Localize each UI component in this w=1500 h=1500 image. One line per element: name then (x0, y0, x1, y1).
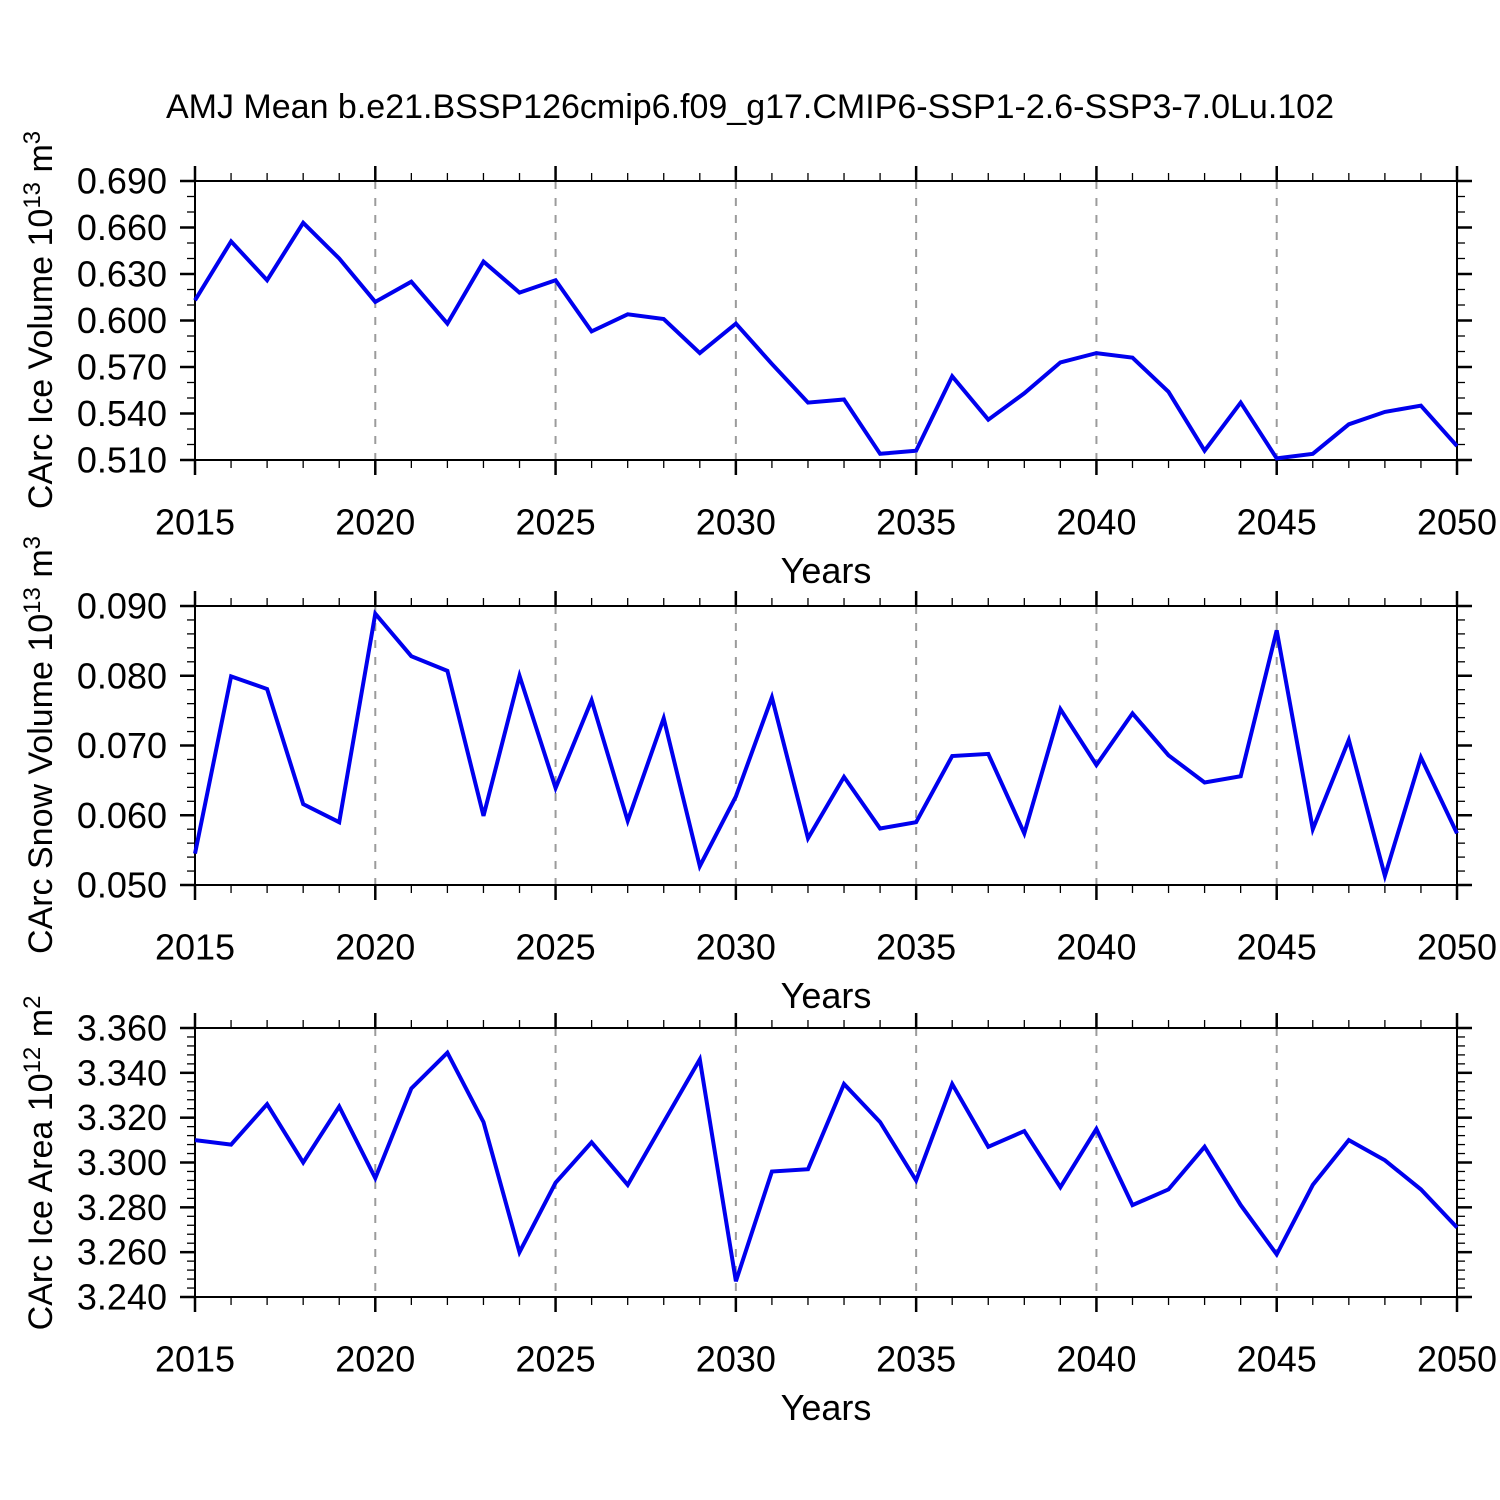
y-axis-title-unit: m (22, 549, 61, 588)
x-tick-labels: 2015 2020 2025 2030 2035 2040 2045 2050 (155, 927, 1497, 968)
y-tick-labels: 0.090 0.080 0.070 0.060 0.050 (77, 586, 167, 906)
x-tick-label: 2020 (335, 502, 415, 543)
y-tick-label: 0.060 (77, 795, 167, 836)
y-ticks (180, 604, 1472, 887)
y-tick-label: 0.570 (77, 347, 167, 388)
panel-frame (194, 605, 1458, 886)
panel-frame (194, 1027, 1458, 1298)
y-tick-label: 0.050 (77, 865, 167, 906)
snow-volume-panel: 0.090 0.080 0.070 0.060 0.050 2015 2020 2025 203… (77, 586, 1497, 968)
x-tick-label: 2045 (1237, 502, 1317, 543)
x-ticks (193, 591, 1459, 900)
y-tick-label: 0.080 (77, 655, 167, 696)
x-tick-label: 2035 (876, 1339, 956, 1380)
y-tick-label: 3.240 (77, 1277, 167, 1318)
ice-area-series-line (194, 1049, 1459, 1282)
y-axis-title-exponent: 12 (18, 1046, 46, 1074)
panel-frame (194, 180, 1458, 461)
x-tick-label: 2050 (1417, 1339, 1497, 1380)
y-tick-label: 3.340 (77, 1052, 167, 1093)
y-axis-title-ice-volume: CArc Ice Volume 1013 m3 (19, 131, 61, 509)
y-tick-label: 0.660 (77, 207, 167, 248)
y-tick-label: 0.600 (77, 300, 167, 341)
x-axis-title-panel2: Years (780, 975, 872, 1016)
x-tick-label: 2025 (516, 502, 596, 543)
y-tick-label: 0.540 (77, 393, 167, 434)
x-tick-label: 2015 (155, 502, 235, 543)
y-tick-label: 0.070 (77, 725, 167, 766)
y-tick-label: 3.300 (77, 1142, 167, 1183)
x-axis-title-panel3: Years (780, 1387, 872, 1428)
x-tick-label: 2030 (696, 502, 776, 543)
y-axis-title-unit-exponent: 3 (18, 535, 46, 550)
x-tick-labels: 2015 2020 2025 2030 2035 2040 2045 2050 (155, 1339, 1497, 1380)
chart-title: AMJ Mean b.e21.BSSP126cmip6.f09_g17.CMIP… (165, 88, 1334, 126)
y-tick-label: 0.630 (77, 254, 167, 295)
x-tick-label: 2025 (516, 1339, 596, 1380)
y-axis-title-unit: m (22, 144, 61, 182)
x-tick-label: 2040 (1056, 927, 1136, 968)
gridlines (374, 1028, 1278, 1297)
x-tick-label: 2020 (335, 927, 415, 968)
x-axis-title-panel1: Years (780, 550, 872, 591)
x-tick-label: 2040 (1056, 502, 1136, 543)
x-tick-label: 2045 (1237, 927, 1317, 968)
x-tick-label: 2025 (516, 927, 596, 968)
y-axis-title-text: CArc Ice Volume 10 (22, 208, 61, 510)
y-axis-title-text: CArc Ice Area 10 (22, 1073, 61, 1331)
x-tick-label: 2015 (155, 927, 235, 968)
y-axis-title-snow-volume: CArc Snow Volume 1013 m3 (19, 536, 61, 954)
y-tick-label: 0.090 (77, 586, 167, 627)
x-tick-label: 2030 (696, 1339, 776, 1380)
x-ticks (193, 166, 1459, 475)
y-axis-title-ice-area: CArc Ice Area 1012 m2 (19, 996, 61, 1331)
y-tick-label: 0.510 (77, 440, 167, 481)
x-tick-label: 2040 (1056, 1339, 1136, 1380)
x-tick-label: 2050 (1417, 502, 1497, 543)
x-tick-label: 2050 (1417, 927, 1497, 968)
y-axis-title-unit: m (22, 1008, 61, 1047)
y-tick-label: 3.360 (77, 1008, 167, 1049)
gridlines (374, 181, 1278, 460)
y-axis-title-unit-exponent: 3 (18, 130, 46, 145)
y-ticks (180, 1026, 1472, 1299)
y-axis-title-text: CArc Snow Volume 10 (22, 613, 61, 955)
y-ticks (180, 179, 1472, 462)
x-tick-label: 2035 (876, 927, 956, 968)
x-tick-label: 2030 (696, 927, 776, 968)
y-tick-label: 3.260 (77, 1232, 167, 1273)
y-tick-label: 0.690 (77, 161, 167, 202)
gridlines (374, 606, 1278, 885)
ice-volume-series-line (193, 219, 1459, 461)
x-ticks (193, 1013, 1459, 1312)
x-tick-label: 2020 (335, 1339, 415, 1380)
x-tick-label: 2035 (876, 502, 956, 543)
x-tick-label: 2015 (155, 1339, 235, 1380)
y-axis-title-unit-exponent: 2 (18, 995, 46, 1009)
x-tick-labels: 2015 2020 2025 2030 2035 2040 2045 2050 (155, 502, 1497, 543)
y-tick-labels: 0.690 0.660 0.630 0.600 0.570 0.540 0.510 (77, 161, 167, 481)
x-tick-label: 2045 (1237, 1339, 1317, 1380)
y-axis-title-exponent: 13 (18, 181, 46, 209)
snow-volume-series-line (193, 609, 1459, 884)
y-axis-title-exponent: 13 (18, 587, 46, 614)
y-tick-label: 3.280 (77, 1187, 167, 1228)
y-tick-label: 3.320 (77, 1097, 167, 1138)
